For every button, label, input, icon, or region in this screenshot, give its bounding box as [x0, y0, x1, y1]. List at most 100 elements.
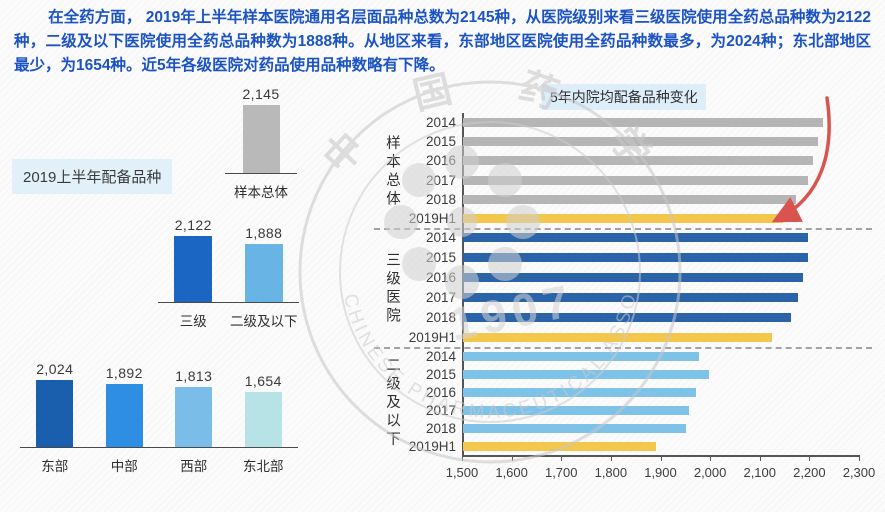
trend-bar — [463, 194, 796, 204]
x-tick-label: 2,300 — [842, 465, 876, 480]
category-label: 中部 — [110, 459, 138, 474]
dashed-separator — [374, 347, 872, 349]
x-tick — [610, 456, 612, 461]
region-bar-chart: 2,024 1,892 1,813 1,654 东部 中部 西部 东北部 — [20, 357, 298, 475]
x-tick — [759, 456, 761, 461]
trend-bar — [463, 213, 784, 223]
trend-bar — [463, 405, 689, 415]
trend-group-label: 样本总体 — [384, 135, 400, 209]
trend-row: 2014 — [374, 228, 874, 248]
bar-column: 1,654 — [229, 373, 299, 447]
left-chart-caption: 2019上半年配备品种 — [12, 159, 173, 194]
trend-row: 2014 — [374, 347, 874, 365]
bar — [36, 379, 74, 447]
x-tick — [561, 456, 563, 461]
trend-row: 2017 — [374, 287, 874, 307]
trend-row: 2016 — [374, 151, 874, 170]
trend-row: 2016 — [374, 268, 874, 288]
bar-column: 1,888 — [229, 225, 300, 302]
trend-bar — [463, 118, 823, 128]
trend-chart-title: 5年内院均配备品种变化 — [542, 84, 706, 110]
bar — [174, 236, 213, 302]
x-tick-label: 1,500 — [445, 465, 479, 480]
trend-bar — [463, 137, 818, 147]
trend-bar — [463, 312, 791, 322]
trend-bar — [463, 233, 808, 243]
value-label: 1,892 — [105, 364, 143, 381]
trend-row: 2019H1 — [374, 209, 874, 228]
value-label: 2,024 — [36, 360, 74, 377]
x-tick — [511, 456, 513, 461]
trend-bar — [463, 387, 697, 397]
bar — [105, 383, 143, 447]
category-label: 三级 — [179, 314, 207, 329]
x-tick — [859, 456, 860, 461]
bar-column: 1,813 — [159, 368, 229, 447]
trend-group-1: 2014 2015 2016 2017 2018 2019H1 — [374, 113, 874, 228]
bar-column: 2,122 — [158, 217, 229, 302]
trend-row: 2014 — [374, 113, 874, 132]
bar — [244, 243, 283, 302]
x-tick-label: 2,000 — [693, 465, 727, 480]
trend-group-label: 二级及以下 — [384, 357, 400, 450]
value-label: 1,888 — [245, 224, 283, 241]
hospital-tier-bar-chart: 2,122 1,888 三级 二级及以下 — [158, 213, 299, 330]
x-axis-line — [20, 447, 298, 448]
value-label: 2,122 — [174, 217, 212, 234]
trend-row: 2015 — [374, 365, 874, 383]
bar-column: 2,024 — [20, 360, 90, 447]
category-label: 东部 — [41, 459, 69, 474]
x-tick — [462, 456, 463, 461]
trend-row: 2019H1 — [374, 327, 874, 347]
category-label: 样本总体 — [234, 185, 288, 200]
trend-bar — [463, 253, 808, 263]
x-tick — [809, 456, 811, 461]
trend-row: 2017 — [374, 401, 874, 419]
trend-row: 2015 — [374, 248, 874, 268]
trend-bar — [463, 292, 798, 302]
trend-bar — [463, 175, 808, 185]
trend-group-label: 三级医院 — [384, 252, 400, 326]
trend-chart: 5年内院均配备品种变化 2014 2015 2016 2017 2018 2019H1 样本… — [374, 84, 879, 499]
category-label: 东北部 — [243, 459, 284, 474]
x-tick-label: 2,100 — [743, 465, 777, 480]
value-label: 2,145 — [242, 85, 280, 102]
bar — [242, 104, 280, 173]
trend-row: 2018 — [374, 419, 874, 437]
trend-bar — [463, 423, 687, 433]
x-tick — [660, 456, 662, 461]
trend-group-3: 2014 2015 2016 2017 2018 2019H1 — [374, 347, 874, 455]
value-label: 1,654 — [244, 372, 282, 389]
trend-bar — [463, 156, 813, 166]
category-label: 西部 — [180, 459, 208, 474]
sample-total-bar-chart: 2,145 样本总体 — [225, 84, 297, 201]
year-label: 2014 — [425, 115, 456, 131]
trend-row: 2018 — [374, 307, 874, 327]
x-tick-label: 1,800 — [594, 465, 628, 480]
x-tick-label: 1,600 — [495, 465, 528, 480]
year-label: 2019H1 — [408, 329, 456, 345]
trend-row: 2019H1 — [374, 437, 874, 455]
x-axis-line — [158, 302, 299, 303]
category-label: 二级及以下 — [230, 314, 298, 329]
x-tick-label: 2,200 — [793, 465, 826, 480]
trend-bar — [463, 273, 803, 283]
trend-bar — [463, 351, 699, 361]
x-axis-line — [225, 173, 297, 174]
trend-group-2: 2014 2015 2016 2017 2018 2019H1 — [374, 228, 874, 347]
trend-bar — [463, 441, 656, 451]
year-label: 2014 — [425, 230, 456, 246]
header-paragraph: 在全药方面， 2019年上半年样本医院通用名层面品种总数为2145种，从医院级别… — [14, 9, 871, 75]
trend-bar — [463, 332, 772, 342]
dashed-separator — [374, 228, 872, 230]
bar-column: 1,892 — [90, 365, 160, 447]
trend-row: 2018 — [374, 190, 874, 209]
trend-bar — [463, 369, 709, 379]
value-label: 1,813 — [175, 367, 213, 384]
bar — [175, 386, 213, 447]
x-tick-label: 1,700 — [544, 465, 578, 480]
trend-row: 2016 — [374, 383, 874, 401]
bar — [244, 391, 282, 447]
trend-row: 2017 — [374, 171, 874, 190]
